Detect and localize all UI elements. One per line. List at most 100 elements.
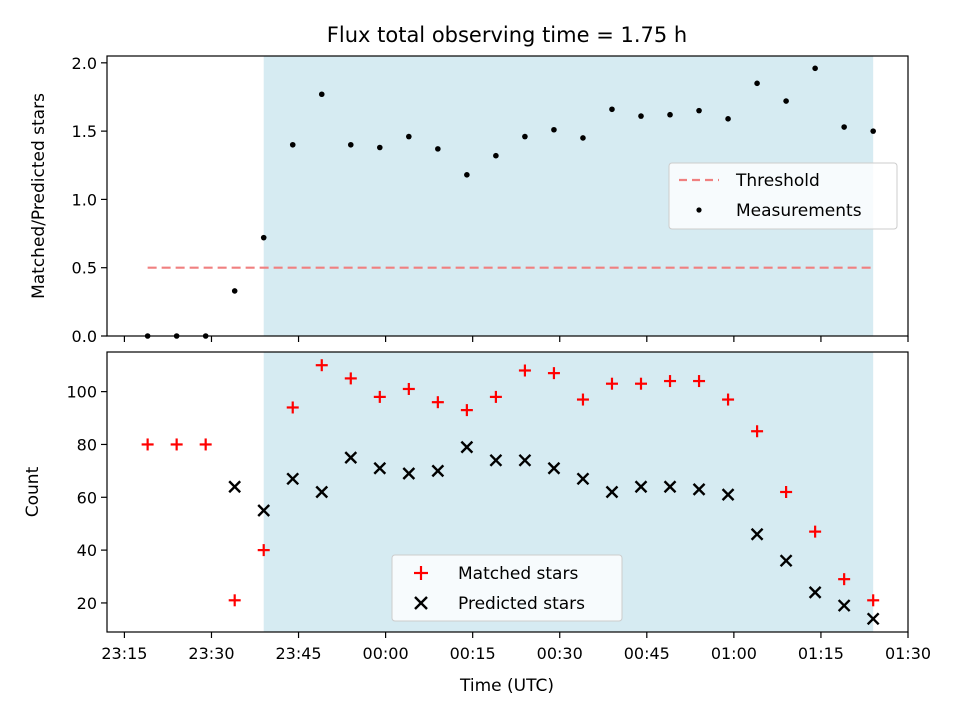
measurement-point bbox=[638, 113, 644, 119]
top-panel: 0.00.51.01.52.0 Matched/Predicted stars … bbox=[29, 54, 909, 346]
matched-stars-point bbox=[635, 377, 647, 390]
matched-stars-point bbox=[286, 401, 299, 414]
x-tick-label: 00:15 bbox=[450, 644, 496, 663]
x-stroke-b bbox=[692, 483, 706, 496]
predicted-stars-point bbox=[402, 467, 416, 480]
x-tick-label: 00:00 bbox=[363, 644, 409, 663]
x-tick-label: 01:30 bbox=[885, 644, 931, 663]
bottom-legend-box bbox=[391, 554, 623, 622]
measurement-point bbox=[580, 135, 586, 141]
y-tick-label: 1.5 bbox=[72, 122, 97, 141]
matched-stars-point bbox=[780, 486, 793, 498]
matched-stars-point bbox=[228, 594, 241, 607]
x-stroke-b bbox=[779, 554, 793, 568]
predicted-stars-point bbox=[228, 480, 242, 494]
predicted-stars-point bbox=[663, 480, 677, 494]
chart-title: Flux total observing time = 1.75 h bbox=[327, 23, 687, 47]
x-tick-label: 01:00 bbox=[711, 644, 757, 663]
legend-predicted-symbol bbox=[414, 596, 428, 610]
x-stroke-b bbox=[373, 461, 387, 475]
predicted-stars-point bbox=[808, 586, 822, 599]
matched-stars-point bbox=[693, 375, 706, 388]
predicted-stars-point bbox=[344, 451, 358, 465]
predicted-stars-point bbox=[692, 483, 706, 496]
predicted-stars-point bbox=[750, 527, 764, 541]
measurement-point bbox=[696, 107, 702, 114]
matched-stars-point bbox=[867, 594, 880, 607]
matched-stars-point bbox=[518, 364, 531, 377]
x-stroke-b bbox=[547, 461, 561, 475]
top-panel-y-ticks: 0.0 0.5 1.0 1.5 2.0 bbox=[72, 54, 107, 346]
predicted-stars-point bbox=[866, 612, 880, 626]
predicted-stars-point bbox=[431, 464, 445, 478]
x-stroke-b bbox=[837, 599, 851, 612]
measurement-point bbox=[318, 91, 325, 98]
predicted-stars-point bbox=[460, 440, 474, 454]
matched-stars-point bbox=[605, 377, 618, 390]
measurement-point bbox=[289, 141, 296, 148]
matched-stars-point bbox=[838, 573, 851, 586]
count-points bbox=[141, 359, 880, 626]
predicted-stars-point bbox=[373, 461, 387, 475]
x-stroke-b bbox=[518, 453, 532, 467]
x-tick-label: 23:45 bbox=[275, 644, 321, 663]
legend-matched-symbol bbox=[414, 566, 428, 580]
x-stroke-b bbox=[489, 453, 503, 467]
predicted-stars-point bbox=[634, 480, 648, 494]
legend-matched-label: Matched stars bbox=[458, 564, 578, 584]
predicted-stars-point bbox=[315, 485, 329, 499]
matched-stars-point bbox=[199, 438, 212, 451]
measurement-point bbox=[231, 288, 238, 294]
x-tick-label: 00:30 bbox=[537, 644, 583, 663]
x-stroke-b bbox=[431, 464, 445, 478]
predicted-stars-point bbox=[489, 453, 503, 467]
matched-stars-point bbox=[141, 438, 154, 451]
y-tick-label: 40 bbox=[77, 541, 97, 560]
x-stroke-b bbox=[286, 472, 300, 486]
predicted-stars-point bbox=[576, 472, 590, 486]
x-stroke-b bbox=[663, 480, 677, 494]
predicted-stars-point bbox=[837, 599, 851, 612]
bottom-panel-ylabel: Count bbox=[23, 466, 43, 517]
x-tick-label: 01:15 bbox=[798, 644, 844, 663]
measurement-point bbox=[725, 116, 731, 122]
x-stroke-b bbox=[460, 440, 474, 454]
bottom-legend: Matched stars Predicted stars bbox=[391, 554, 623, 622]
bottom-panel-frame bbox=[106, 351, 909, 633]
matched-stars-point bbox=[722, 393, 735, 406]
legend-predicted-label: Predicted stars bbox=[458, 594, 585, 614]
measurement-point bbox=[783, 98, 789, 104]
matched-stars-point bbox=[460, 404, 473, 417]
measurement-point bbox=[464, 172, 470, 178]
matched-stars-point bbox=[402, 382, 415, 395]
x-stroke-b bbox=[344, 451, 358, 465]
x-stroke-b bbox=[228, 480, 242, 494]
matched-stars-point bbox=[257, 544, 270, 557]
legend-threshold-label: Threshold bbox=[735, 171, 820, 191]
x-stroke-b bbox=[866, 612, 880, 626]
x-stroke-b bbox=[750, 527, 764, 541]
x-axis-label: Time (UTC) bbox=[459, 676, 554, 696]
predicted-stars-point bbox=[286, 472, 300, 486]
matched-stars-point bbox=[547, 367, 560, 380]
predicted-stars-point bbox=[779, 554, 793, 568]
measurement-point bbox=[435, 146, 441, 152]
matched-stars-point bbox=[751, 425, 764, 438]
x-stroke-b bbox=[576, 472, 590, 486]
x-stroke-b bbox=[634, 480, 648, 494]
matched-stars-point bbox=[809, 525, 822, 538]
measurement-point bbox=[667, 111, 673, 118]
measurement-point bbox=[377, 144, 383, 151]
top-panel-frame bbox=[106, 55, 909, 337]
legend-measurements-symbol bbox=[696, 207, 702, 213]
y-tick-label: 0.5 bbox=[72, 259, 97, 278]
matched-stars-point bbox=[344, 372, 357, 385]
predicted-stars-point bbox=[257, 504, 271, 517]
matched-stars-point bbox=[431, 396, 444, 409]
y-tick-label: 1.0 bbox=[72, 190, 97, 209]
x-stroke-b bbox=[721, 488, 735, 501]
top-legend-box bbox=[668, 162, 898, 230]
bottom-panel: 20 40 60 80 100 23:15 23:30 23:45 00:00 00:15 00:… bbox=[23, 351, 931, 696]
x-stroke-b bbox=[257, 504, 271, 517]
